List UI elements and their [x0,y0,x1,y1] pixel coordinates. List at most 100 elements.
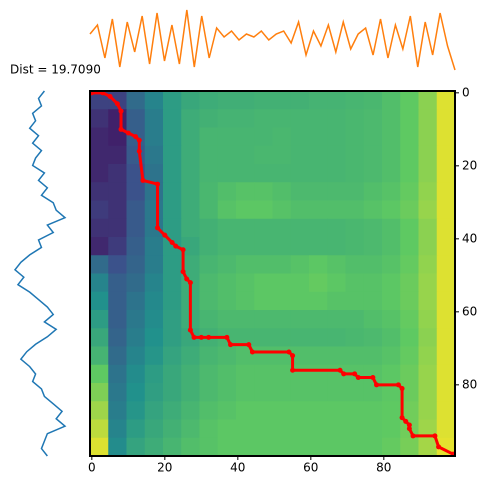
heatmap-cell [163,164,182,183]
heatmap-cell [327,109,346,128]
heatmap-cell [217,127,237,147]
x-tick-label: 80 [376,461,391,475]
path-point [410,433,416,439]
heatmap-cell [126,310,146,329]
heatmap-cell [272,383,292,402]
heatmap-cell [163,401,182,420]
heatmap-cell [144,273,164,293]
heatmap-cell [90,127,109,147]
heatmap-cell [108,291,127,311]
heatmap-cell [236,237,255,256]
y-tick-label: 60 [462,304,477,318]
heatmap-cell [90,328,109,347]
heatmap-cell [382,200,401,220]
heatmap-cell [236,273,255,293]
heatmap-cell [363,383,383,402]
heatmap-cell [345,127,365,147]
heatmap-cell [181,91,200,110]
heatmap-cell [436,237,456,256]
heatmap-cell [400,273,419,293]
heatmap-cell [199,346,219,366]
heatmap-cell [400,164,419,183]
heatmap-cell [126,364,146,384]
heatmap-cell [163,109,182,128]
heatmap-cell [163,383,182,402]
heatmap-cell [272,182,292,201]
heatmap-cell [254,273,273,293]
heatmap-cell [436,291,456,311]
heatmap-cell [272,255,292,274]
heatmap-cell [327,437,346,457]
heatmap-cell [327,218,346,238]
heatmap-cell [382,383,401,402]
heatmap-cell [217,310,237,329]
heatmap-cell [363,328,383,347]
heatmap-cell [400,310,419,329]
heatmap-cell [163,145,182,165]
heatmap-cell [418,218,438,238]
heatmap-cell [90,310,109,329]
path-point [136,148,142,154]
heatmap-cell [217,182,237,201]
heatmap-cell [108,164,127,183]
heatmap-cell [345,383,365,402]
heatmap-cell [436,273,456,293]
path-point [224,334,230,340]
heatmap-cell [144,310,164,329]
heatmap-cell [418,310,438,329]
heatmap-cell [382,310,401,329]
path-point [370,375,376,381]
path-point [341,371,347,377]
heatmap-cell [272,91,292,110]
heatmap-cell [217,91,237,110]
y-tick-label: 80 [462,377,477,391]
heatmap-cell [327,145,346,165]
heatmap-cell [400,291,419,311]
heatmap-cell [236,401,255,420]
path-point [118,126,124,132]
heatmap-cell [163,364,182,384]
heatmap-cell [181,164,200,183]
heatmap-cell [363,218,383,238]
heatmap-cell [382,91,401,110]
path-point [436,444,442,450]
heatmap-cell [144,346,164,366]
heatmap-cell [108,437,127,457]
heatmap-cell [254,127,273,147]
path-point [107,93,113,99]
heatmap-cell [382,364,401,384]
heatmap-cell [217,164,237,183]
heatmap-cell [236,218,255,238]
chart-title: Dist = 19.7090 [10,63,101,77]
heatmap-cell [90,91,109,110]
path-point [249,349,255,355]
heatmap-cell [108,310,127,329]
heatmap-cell [418,364,438,384]
heatmap-cell [327,310,346,329]
heatmap-cell [345,109,365,128]
path-point [374,382,380,388]
x-tick-label: 20 [157,461,172,475]
heatmap-cell [363,437,383,457]
heatmap-cell [309,273,328,293]
path-point [290,367,296,373]
path-point [187,327,193,333]
heatmap-cell [345,346,365,366]
heatmap-cell [236,310,255,329]
heatmap-cell [254,145,273,165]
heatmap-cell [382,419,401,439]
heatmap-cell [290,255,310,274]
heatmap-cell [327,291,346,311]
heatmap-cell [144,255,164,274]
heatmap-cell [309,328,328,347]
y-tick-label: 0 [462,85,470,99]
heatmap-cell [436,401,456,420]
path-point [352,371,358,377]
heatmap-cell [309,91,328,110]
heatmap-cell [236,437,255,457]
heatmap-cell [90,237,109,256]
heatmap-cell [163,237,182,256]
heatmap-cell [144,164,164,183]
heatmap-cell [108,127,127,147]
